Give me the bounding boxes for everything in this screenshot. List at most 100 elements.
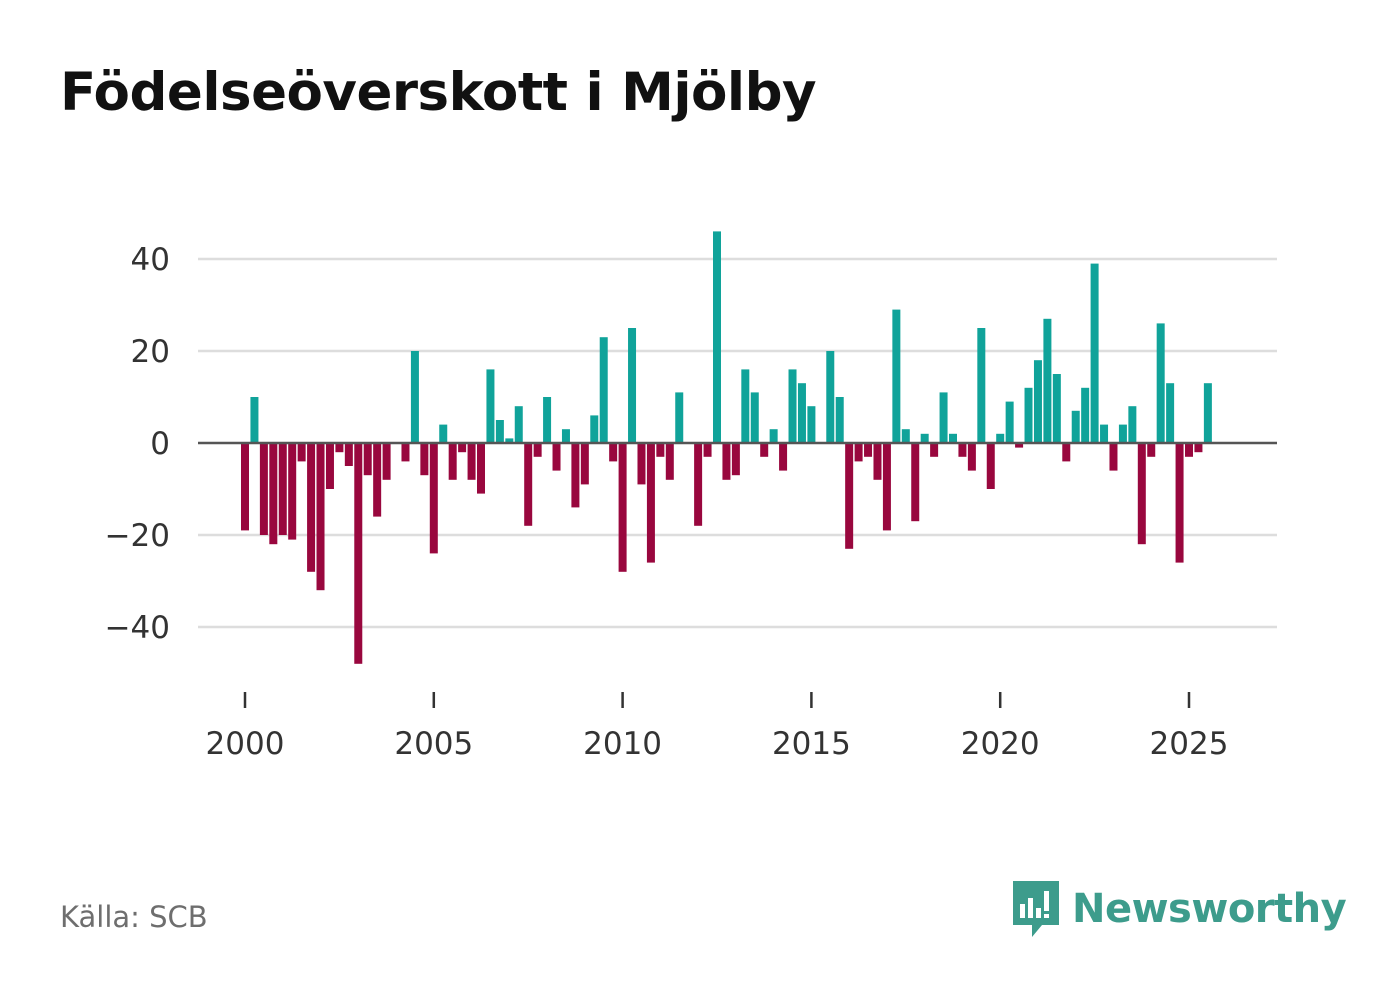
bar bbox=[1156, 323, 1165, 443]
bar bbox=[618, 443, 627, 572]
source-note: Källa: SCB bbox=[60, 900, 208, 934]
bar bbox=[741, 369, 750, 443]
bar bbox=[382, 443, 391, 480]
bar bbox=[1185, 443, 1193, 457]
bar bbox=[1062, 443, 1071, 462]
x-axis-layer: 2000 2005 2010 2015 2020 2025 bbox=[206, 692, 1229, 762]
x-tick-label: 2000 bbox=[206, 726, 285, 762]
bar bbox=[1024, 387, 1033, 443]
bar bbox=[599, 337, 608, 443]
bar bbox=[524, 443, 533, 526]
bar bbox=[1052, 374, 1061, 443]
bar bbox=[1081, 387, 1090, 443]
bar bbox=[1043, 318, 1052, 443]
bar bbox=[694, 443, 703, 526]
bar bbox=[1128, 406, 1137, 443]
bar bbox=[373, 443, 382, 517]
bar bbox=[797, 383, 806, 443]
bar bbox=[656, 443, 665, 457]
bar bbox=[949, 433, 957, 443]
bar bbox=[344, 443, 353, 466]
grid-layer: 40 20 0 −20 −40 bbox=[105, 242, 1277, 646]
bar bbox=[486, 369, 495, 443]
newsworthy-logo-icon bbox=[1013, 881, 1059, 937]
bar bbox=[826, 351, 835, 443]
y-tick-label: 0 bbox=[150, 426, 170, 462]
bar bbox=[552, 443, 561, 471]
bar bbox=[505, 438, 514, 443]
bar bbox=[1005, 401, 1014, 443]
bar bbox=[873, 443, 882, 480]
bar bbox=[892, 309, 901, 443]
bar bbox=[769, 429, 778, 443]
y-tick-label: −40 bbox=[105, 610, 170, 646]
bar bbox=[543, 397, 552, 443]
bar bbox=[665, 443, 674, 480]
bar bbox=[571, 443, 580, 508]
x-tick-label: 2010 bbox=[583, 726, 662, 762]
bar bbox=[354, 443, 363, 664]
bar bbox=[241, 443, 249, 531]
bar bbox=[930, 443, 939, 457]
brand-name: Newsworthy bbox=[1072, 886, 1347, 932]
bar bbox=[495, 420, 504, 443]
bar bbox=[958, 443, 967, 457]
y-tick-label: −20 bbox=[105, 518, 170, 554]
bar bbox=[1100, 424, 1109, 443]
bar bbox=[410, 351, 419, 443]
bar bbox=[467, 443, 476, 480]
bar bbox=[1194, 443, 1203, 453]
bar bbox=[561, 429, 570, 443]
bar bbox=[628, 328, 637, 443]
bar bbox=[1033, 360, 1042, 443]
x-tick-label: 2005 bbox=[394, 726, 473, 762]
bar bbox=[675, 392, 684, 443]
bars-layer bbox=[241, 231, 1212, 664]
bar bbox=[325, 443, 334, 489]
bar bbox=[1166, 383, 1175, 443]
bar bbox=[750, 392, 759, 443]
bar bbox=[533, 443, 542, 457]
bar bbox=[967, 443, 976, 471]
bar bbox=[996, 433, 1005, 443]
x-tick-label: 2015 bbox=[772, 726, 851, 762]
bar bbox=[864, 443, 873, 457]
bar bbox=[882, 443, 891, 531]
bar bbox=[731, 443, 740, 476]
brand-logo[interactable]: Newsworthy bbox=[1010, 878, 1347, 940]
bar bbox=[807, 406, 816, 443]
bar bbox=[269, 443, 278, 545]
bar bbox=[259, 443, 268, 535]
bar bbox=[297, 443, 306, 462]
bar bbox=[845, 443, 854, 549]
bar bbox=[788, 369, 797, 443]
bar bbox=[609, 443, 618, 462]
bar bbox=[288, 443, 297, 540]
bar bbox=[307, 443, 316, 572]
bar bbox=[722, 443, 731, 480]
bar bbox=[401, 443, 410, 462]
bar bbox=[835, 397, 844, 443]
bar bbox=[646, 443, 655, 563]
bar bbox=[1137, 443, 1146, 545]
bar bbox=[250, 397, 259, 443]
bar bbox=[939, 392, 948, 443]
bar bbox=[901, 429, 910, 443]
bar bbox=[580, 443, 589, 485]
x-tick-label: 2020 bbox=[961, 726, 1040, 762]
bar bbox=[1203, 383, 1212, 443]
x-tick-label: 2025 bbox=[1150, 726, 1229, 762]
bar bbox=[363, 443, 372, 476]
bar bbox=[1118, 424, 1127, 443]
bar bbox=[920, 433, 929, 443]
bar bbox=[278, 443, 287, 535]
bar bbox=[977, 328, 986, 443]
bar bbox=[1071, 410, 1080, 443]
bar bbox=[590, 415, 599, 443]
y-tick-label: 20 bbox=[131, 334, 170, 370]
bar bbox=[637, 443, 646, 485]
bar-chart: 40 20 0 −20 −40 2000 2005 2010 2015 2020 2025 bbox=[105, 231, 1277, 762]
bar bbox=[420, 443, 429, 476]
bar bbox=[911, 443, 920, 522]
bar bbox=[1090, 263, 1099, 443]
